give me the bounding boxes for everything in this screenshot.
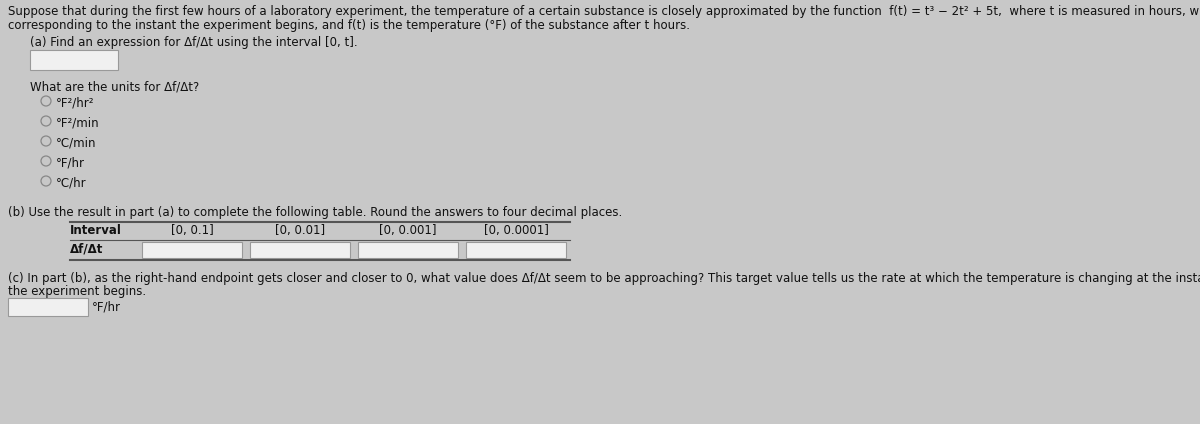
- Text: [0, 0.0001]: [0, 0.0001]: [484, 224, 548, 237]
- Text: corresponding to the instant the experiment begins, and f(t) is the temperature : corresponding to the instant the experim…: [8, 19, 690, 32]
- FancyBboxPatch shape: [30, 50, 118, 70]
- FancyBboxPatch shape: [142, 242, 242, 258]
- Text: (b) Use the result in part (a) to complete the following table. Round the answer: (b) Use the result in part (a) to comple…: [8, 206, 623, 219]
- Text: °C/min: °C/min: [56, 136, 96, 149]
- Text: °C/hr: °C/hr: [56, 176, 86, 189]
- FancyBboxPatch shape: [250, 242, 350, 258]
- Text: Interval: Interval: [70, 224, 122, 237]
- Text: (c) In part (b), as the right-hand endpoint gets closer and closer to 0, what va: (c) In part (b), as the right-hand endpo…: [8, 272, 1200, 285]
- Text: °F/hr: °F/hr: [92, 300, 121, 313]
- Text: Suppose that during the first few hours of a laboratory experiment, the temperat: Suppose that during the first few hours …: [8, 5, 1200, 18]
- Text: [0, 0.01]: [0, 0.01]: [275, 224, 325, 237]
- FancyBboxPatch shape: [466, 242, 566, 258]
- Text: [0, 0.1]: [0, 0.1]: [170, 224, 214, 237]
- Text: °F²/min: °F²/min: [56, 116, 100, 129]
- Text: °F²/hr²: °F²/hr²: [56, 96, 95, 109]
- Text: What are the units for Δf/Δt?: What are the units for Δf/Δt?: [30, 80, 199, 93]
- Text: (a) Find an expression for Δf/Δt using the interval [0, t].: (a) Find an expression for Δf/Δt using t…: [30, 36, 358, 49]
- FancyBboxPatch shape: [358, 242, 458, 258]
- Text: °F/hr: °F/hr: [56, 156, 85, 169]
- FancyBboxPatch shape: [8, 298, 88, 316]
- Text: [0, 0.001]: [0, 0.001]: [379, 224, 437, 237]
- Text: the experiment begins.: the experiment begins.: [8, 285, 146, 298]
- Text: Δf/Δt: Δf/Δt: [70, 242, 103, 255]
